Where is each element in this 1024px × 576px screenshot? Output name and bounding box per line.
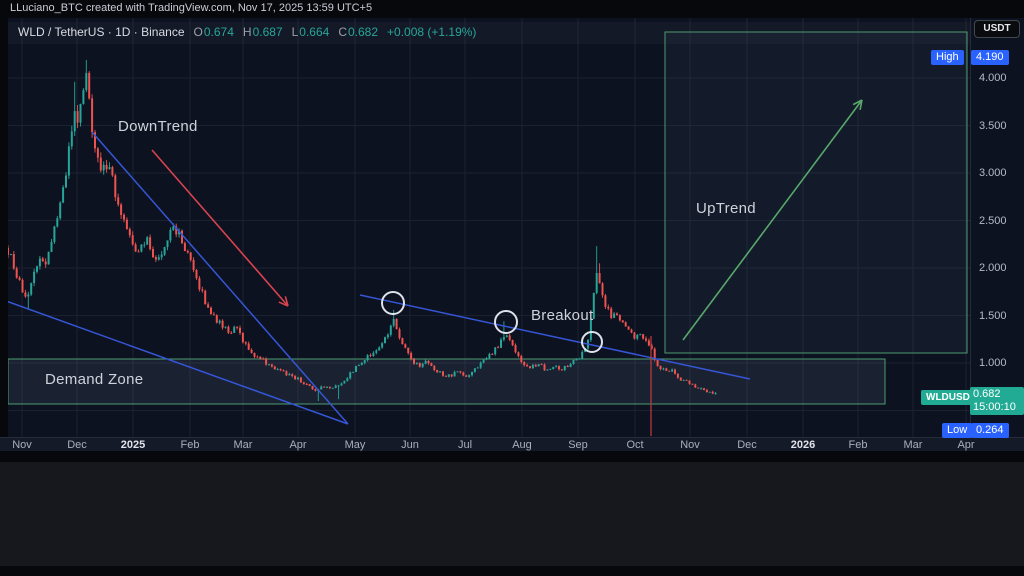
ohlc-close: C 0.682 <box>338 25 379 39</box>
time-tick-label: 2025 <box>120 439 146 451</box>
last-price-value: 0.682 <box>973 388 1001 400</box>
ohlc-low: L 0.664 <box>291 25 330 39</box>
time-tick-label: Aug <box>512 439 532 451</box>
candlestick-chart[interactable] <box>8 18 970 437</box>
price-axis-divider <box>970 18 971 450</box>
last-price-badge: 0.682 15:00:10 <box>970 387 1024 415</box>
high-badge-label: High <box>931 50 964 65</box>
ohlc-open: O 0.674 <box>193 25 234 39</box>
time-tick-label: Dec <box>67 439 87 451</box>
price-tick-label: 1.500 <box>979 309 1007 322</box>
symbol-price-badge-label: WLDUSDT <box>921 390 981 405</box>
currency-toggle-button[interactable]: USDT <box>974 20 1020 38</box>
time-tick-label: Feb <box>848 439 868 451</box>
time-tick-label: May <box>344 439 366 451</box>
low-badge-label: Low <box>942 423 973 438</box>
low-badge-value: 0.264 <box>971 423 1009 438</box>
price-tick-label: 3.500 <box>979 119 1007 132</box>
time-tick-label: Mar <box>233 439 253 451</box>
annotation-downtrend[interactable]: DownTrend <box>118 118 198 135</box>
time-tick-label: Dec <box>737 439 757 451</box>
time-tick-label: Jun <box>401 439 419 451</box>
time-tick-label: Sep <box>568 439 588 451</box>
price-tick-label: 2.000 <box>979 262 1007 274</box>
price-tick-label: 2.500 <box>979 214 1007 227</box>
chart-background <box>8 18 1024 437</box>
annotation-demand-zone[interactable]: Demand Zone <box>45 371 144 388</box>
candle-countdown: 15:00:10 <box>973 401 1016 413</box>
symbol-info-bar[interactable]: WLD / TetherUS · 1D · Binance O 0.674 H 0.… <box>18 25 476 39</box>
time-tick-label: Apr <box>289 439 307 451</box>
price-change: +0.008 (+1.19%) <box>387 25 477 39</box>
time-tick-label: Jul <box>457 439 473 451</box>
time-tick-label: Nov <box>12 439 32 451</box>
time-tick-label: Oct <box>626 439 644 451</box>
symbol-title[interactable]: WLD / TetherUS · 1D · Binance <box>18 25 185 39</box>
time-tick-label: Apr <box>957 439 975 451</box>
time-tick-label: Mar <box>903 439 923 451</box>
attribution-text: LLuciano_BTC created with TradingView.co… <box>10 2 373 14</box>
price-tick-label: 3.000 <box>979 167 1007 179</box>
bottom-banner: Lucky @LLuciano_BTC $WLD <box>0 462 1024 566</box>
annotation-uptrend[interactable]: UpTrend <box>696 200 756 217</box>
time-axis-labels: Nov Dec 2025 Feb Mar Apr May Jun Jul Aug Sep Oct Nov… <box>0 438 977 451</box>
price-tick-label: 4.000 <box>979 72 1007 84</box>
high-badge-value: 4.190 <box>971 50 1009 65</box>
candles <box>8 59 717 401</box>
time-axis[interactable]: Nov Dec 2025 Feb Mar Apr May Jun Jul Aug Sep Oct Nov… <box>0 437 1024 451</box>
time-tick-label: 2026 <box>790 439 816 451</box>
ohlc-high: H 0.687 <box>242 25 283 39</box>
price-tick-label: 1.000 <box>979 357 1007 369</box>
annotation-breakout[interactable]: Breakout <box>531 307 594 324</box>
time-tick-label: Feb <box>180 439 200 451</box>
time-tick-label: Nov <box>680 439 700 451</box>
